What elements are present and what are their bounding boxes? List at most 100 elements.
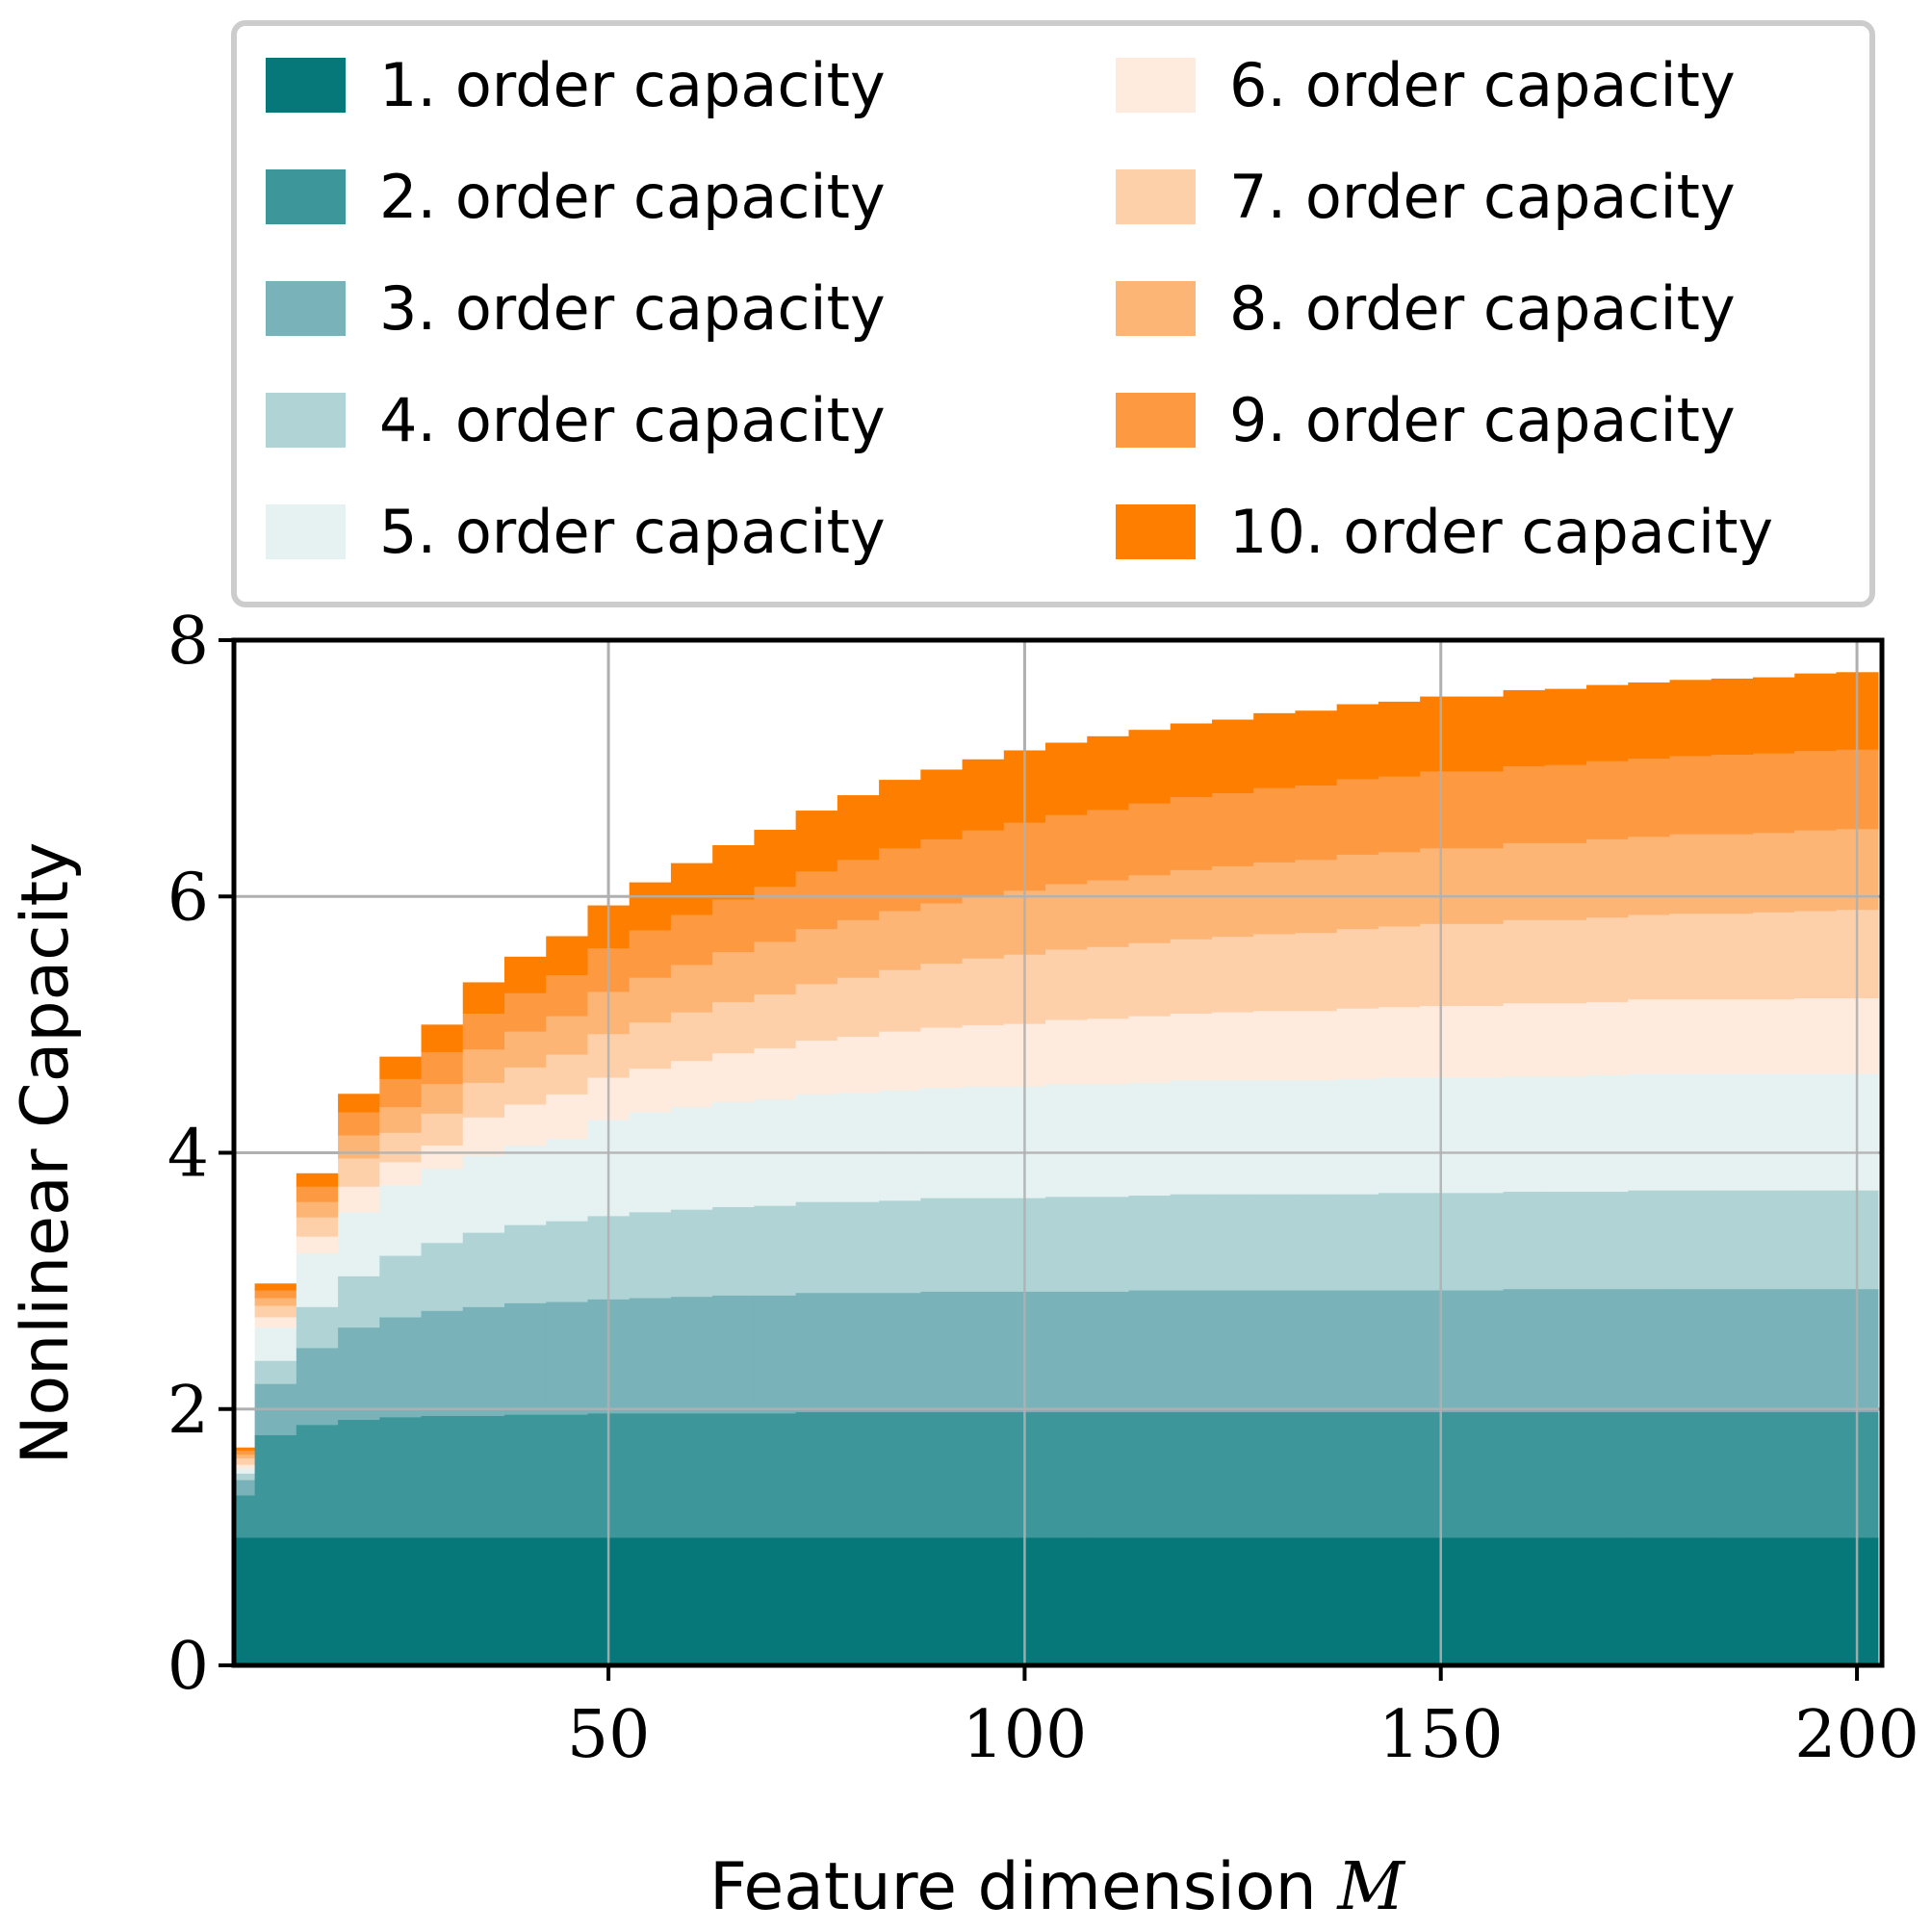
bar-segment [795, 983, 838, 1041]
bar-segment [1586, 1536, 1630, 1666]
bar-segment [754, 1536, 797, 1666]
bar-segment [962, 1086, 1005, 1198]
bar-segment [1544, 1288, 1587, 1413]
bar-segment [462, 1415, 505, 1538]
bar-segment [879, 1090, 922, 1201]
bar-segment [234, 1467, 256, 1474]
bar-segment [1253, 862, 1297, 935]
bar-segment [712, 1206, 756, 1296]
bar-segment [1211, 1079, 1254, 1195]
bar-segment [837, 1092, 880, 1202]
bar-segment [629, 1021, 672, 1069]
bar-segment [712, 1295, 756, 1414]
bar-segment [962, 1536, 1005, 1666]
bar-segment [1794, 997, 1838, 1074]
bar-segment [629, 882, 672, 931]
bar-segment [795, 1411, 838, 1538]
bar-segment [1045, 883, 1089, 950]
bar-segment [1752, 1411, 1796, 1538]
bar-segment [504, 956, 548, 993]
bar-segment [754, 993, 797, 1048]
ticks: 50 100 150 200 0 2 4 6 8 [167, 604, 1919, 1773]
legend-swatch [266, 281, 346, 336]
bar-segment [712, 1536, 756, 1666]
bar-segment [837, 977, 880, 1037]
bar-segment [1378, 1536, 1421, 1666]
bar-segment [1586, 838, 1630, 918]
bar-segment [1794, 1411, 1838, 1538]
bar-segment [795, 1536, 838, 1666]
bar-segment [1211, 865, 1254, 938]
bar-segment [879, 1199, 922, 1294]
bar-segment [920, 1087, 964, 1198]
bar-segment [962, 1411, 1005, 1538]
bar-segment [754, 1205, 797, 1296]
bar-segment [1586, 1411, 1630, 1538]
y-tick-label: 0 [167, 1629, 209, 1705]
bar-segment [421, 1024, 464, 1052]
bar-segment [1586, 1288, 1630, 1413]
bar-segment [1045, 1196, 1089, 1292]
bar-segment [1628, 1288, 1671, 1413]
bar-segment [1170, 1536, 1213, 1666]
bar-segment [1628, 758, 1671, 837]
bar-segment [1503, 689, 1546, 767]
bar-segment [1128, 803, 1172, 876]
bar-segment [379, 1106, 423, 1133]
bar-segment [920, 1411, 964, 1538]
bar-segment [1628, 1536, 1671, 1666]
bar-segment [1170, 1411, 1213, 1538]
bar-segment [1211, 719, 1254, 794]
bar-segment [1087, 1411, 1130, 1538]
bar-segment [234, 1457, 256, 1465]
bar-segment [1752, 1288, 1796, 1413]
bar-segment [1045, 948, 1089, 1020]
bar-segment [1336, 778, 1379, 855]
bar-segment [920, 838, 964, 904]
bar-segment [338, 1419, 381, 1538]
bar-segment [254, 1316, 297, 1328]
bar-segment [254, 1289, 297, 1299]
bar-segment [1794, 750, 1838, 831]
bar-segment [1586, 916, 1630, 1003]
bar-segment [1045, 1291, 1089, 1413]
bar-segment [254, 1536, 297, 1666]
bar-segment [1170, 723, 1213, 798]
bar-segment [462, 982, 505, 1014]
bar-segment [296, 1306, 339, 1349]
bar-segment [1295, 710, 1338, 786]
bar-segment [296, 1236, 339, 1253]
bar-segment [712, 1052, 756, 1102]
bar-segment [1669, 755, 1713, 835]
bar-segment [1128, 1289, 1172, 1413]
bar-segment [795, 1292, 838, 1413]
bar-segment [1336, 1008, 1379, 1079]
bar-segment [296, 1424, 339, 1538]
bar-segment [670, 1106, 713, 1210]
bar-segment [1628, 1411, 1671, 1538]
bar-segment [670, 1296, 713, 1414]
bar-segment [1087, 1083, 1130, 1198]
bar-segment [379, 1536, 423, 1666]
bar-segment [338, 1094, 381, 1113]
bar-segment [920, 1027, 964, 1089]
bar-segment [1544, 1075, 1587, 1193]
bar-segment [1711, 998, 1754, 1074]
bar-segment [920, 963, 964, 1028]
bar-segment [1794, 1072, 1838, 1191]
bar-segment [1336, 1536, 1379, 1666]
bar-segment [1711, 913, 1754, 1000]
bar-segment [1669, 834, 1713, 914]
bar-segment [379, 1255, 423, 1318]
bar-segment [920, 1291, 964, 1413]
bar-segment [1170, 1079, 1213, 1195]
bar-segment [338, 1211, 381, 1276]
bar-segment [1087, 946, 1130, 1019]
bar-segment [1461, 1289, 1505, 1413]
bar-segment [1711, 1288, 1754, 1413]
bar-segment [1544, 842, 1587, 920]
bar-segment [1669, 1536, 1713, 1666]
bar-segment [1503, 1002, 1546, 1077]
bar-segment [837, 1292, 880, 1413]
